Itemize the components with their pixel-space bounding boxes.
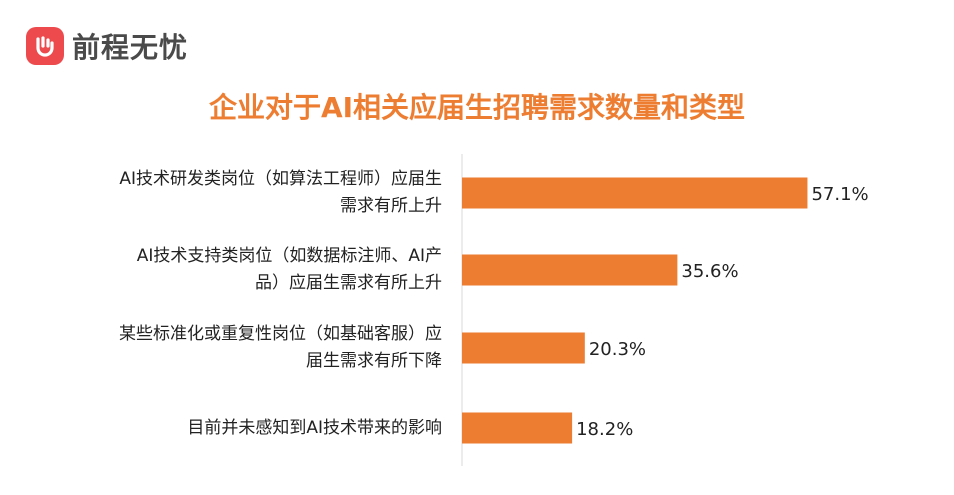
bar-1: [462, 254, 678, 286]
hand-logo-icon: [26, 27, 64, 65]
value-label-1: 35.6%: [681, 261, 738, 282]
category-label-line: 需求有所上升: [340, 196, 442, 216]
category-label-0: AI技术研发类岗位（如算法工程师）应届生需求有所上升: [2, 166, 442, 220]
bar-0: [462, 177, 808, 209]
bar-2: [462, 332, 585, 364]
category-label-line: AI技术研发类岗位（如算法工程师）应届生: [119, 169, 442, 189]
category-label-1: AI技术支持类岗位（如数据标注师、AI产品）应届生需求有所上升: [2, 243, 442, 297]
bar-3: [462, 412, 573, 444]
category-label-line: 某些标准化或重复性岗位（如基础客服）应: [119, 324, 442, 344]
category-label-line: AI技术支持类岗位（如数据标注师、AI产: [136, 246, 442, 266]
category-label-2: 某些标准化或重复性岗位（如基础客服）应届生需求有所下降: [2, 321, 442, 375]
chart-title: 企业对于AI相关应届生招聘需求数量和类型: [208, 91, 746, 124]
category-label-3: 目前并未感知到AI技术带来的影响: [2, 415, 442, 442]
brand-logo: 前程无忧: [26, 26, 188, 66]
category-label-line: 目前并未感知到AI技术带来的影响: [187, 417, 442, 438]
brand-name: 前程无忧: [72, 31, 189, 64]
category-label-line: 届生需求有所下降: [306, 351, 442, 371]
value-label-2: 20.3%: [589, 339, 646, 360]
value-label-3: 18.2%: [576, 419, 633, 440]
category-label-line: 品）应届生需求有所上升: [255, 273, 442, 293]
value-label-0: 57.1%: [811, 184, 868, 205]
